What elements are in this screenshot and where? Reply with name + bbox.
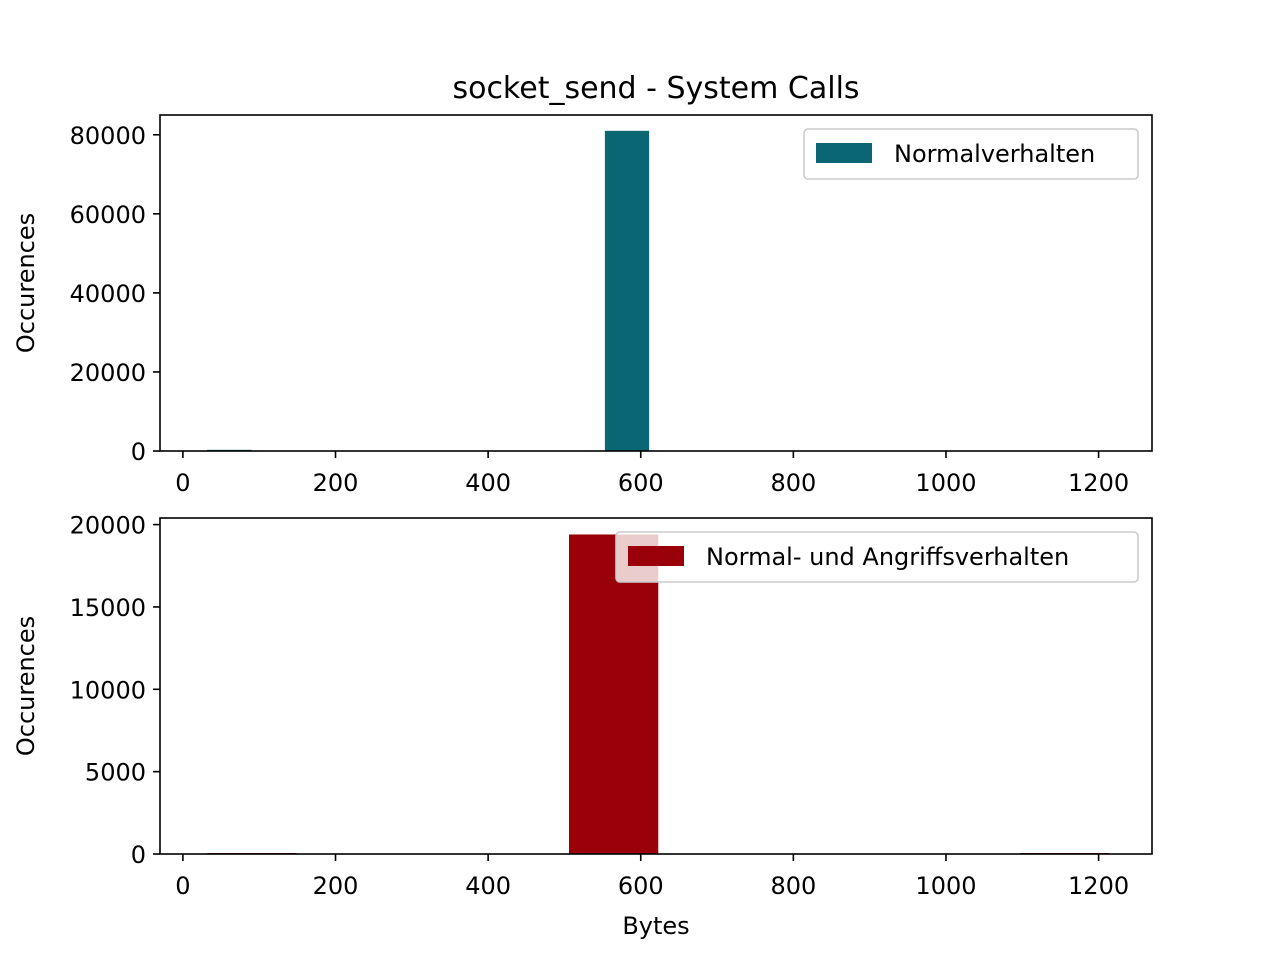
y-tick-label: 5000	[85, 759, 146, 787]
x-tick-label: 400	[465, 469, 511, 497]
x-tick-label: 200	[313, 872, 359, 900]
legend-box	[615, 531, 1139, 583]
y-tick-label: 60000	[70, 201, 146, 229]
x-tick-label: 200	[313, 469, 359, 497]
x-tick-label: 800	[770, 469, 816, 497]
legend-label: Normal- und Angriffsverhalten	[706, 543, 1069, 571]
x-tick-label: 600	[618, 469, 664, 497]
y-tick-label: 0	[131, 438, 146, 466]
x-tick-label: 800	[770, 872, 816, 900]
histogram-bar	[604, 130, 650, 451]
x-tick-label: 1200	[1068, 469, 1129, 497]
y-tick-label: 15000	[70, 594, 146, 622]
y-tick-label: 10000	[70, 676, 146, 704]
legend-swatch	[628, 546, 684, 566]
x-tick-label: 600	[618, 872, 664, 900]
y-tick-label: 20000	[70, 359, 146, 387]
y-tick-label: 80000	[70, 122, 146, 150]
x-tick-label: 1200	[1068, 872, 1129, 900]
bottom-histogram-panel: 0 200 400 600 800 1000 1200 0 5000 10000 15000 2000…	[12, 512, 1153, 940]
top-histogram-panel: 0 200 400 600 800 1000 1200 0 20000 40000 60000 800…	[12, 114, 1153, 497]
legend-swatch	[816, 143, 872, 163]
y-tick-label: 40000	[70, 280, 146, 308]
y-tick-label: 20000	[70, 512, 146, 540]
plot-frame	[159, 517, 1153, 855]
x-tick-label: 1000	[915, 872, 976, 900]
x-tick-label: 1000	[915, 469, 976, 497]
legend-box	[803, 128, 1139, 180]
x-tick-label: 400	[465, 872, 511, 900]
x-axis-label: Bytes	[622, 912, 689, 940]
y-axis-label: Occurences	[12, 616, 40, 756]
y-axis-label: Occurences	[12, 213, 40, 353]
legend-label: Normalverhalten	[894, 140, 1095, 168]
plot-frame	[159, 114, 1153, 452]
x-tick-label: 0	[175, 872, 190, 900]
y-tick-label: 0	[131, 841, 146, 869]
chart-title: socket_send - System Calls	[452, 71, 859, 106]
x-tick-label: 0	[175, 469, 190, 497]
histogram-bar	[569, 534, 659, 854]
